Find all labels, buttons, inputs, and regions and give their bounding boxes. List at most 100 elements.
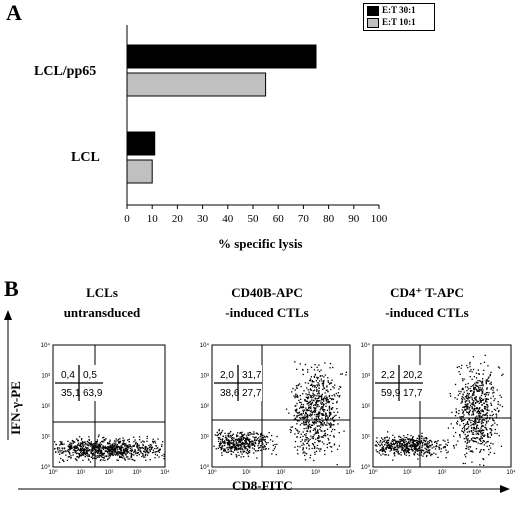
flow-event-dot — [323, 387, 326, 389]
flow-event-dot — [481, 404, 483, 406]
flow-event-dot — [460, 418, 462, 421]
flow-event-dot — [397, 453, 400, 455]
flow-event-dot — [77, 439, 79, 441]
flow-event-dot — [80, 442, 82, 445]
flow-event-dot — [59, 444, 61, 446]
flow-event-dot — [237, 435, 239, 437]
flow-event-dot — [313, 384, 315, 387]
flow-event-dot — [111, 452, 114, 455]
flow-event-dot — [138, 436, 141, 438]
flow-event-dot — [328, 412, 331, 414]
flow-event-dot — [326, 399, 328, 401]
flow-event-dot — [411, 445, 414, 447]
flow-event-dot — [335, 414, 337, 416]
flow-event-dot — [495, 414, 498, 416]
flow-event-dot — [121, 453, 123, 455]
flow-event-dot — [268, 448, 270, 450]
flow-event-dot — [251, 447, 254, 449]
flow-event-dot — [241, 453, 243, 455]
flow-y-tick-label: 10³ — [200, 374, 209, 380]
flow-event-dot — [473, 440, 475, 442]
flow-event-dot — [472, 402, 474, 404]
flow-event-dot — [467, 403, 469, 405]
flow-event-dot — [238, 447, 240, 450]
flow-event-dot — [407, 441, 410, 443]
flow-event-dot — [320, 407, 322, 409]
flow-event-dot — [123, 449, 125, 451]
flow-event-dot — [77, 440, 79, 442]
flow-event-dot — [67, 449, 69, 451]
flow-event-dot — [477, 418, 479, 420]
flow-event-dot — [404, 453, 406, 455]
flow-event-dot — [227, 434, 230, 436]
flow-event-dot — [298, 420, 300, 422]
flow-event-dot — [146, 454, 149, 456]
flow-event-dot — [433, 446, 435, 448]
flow-event-dot — [320, 403, 323, 405]
flow-event-dot — [495, 409, 497, 411]
flow-event-dot — [391, 440, 393, 442]
flow-event-dot — [238, 448, 240, 451]
flow-event-dot — [235, 439, 237, 441]
flow-event-dot — [230, 453, 232, 455]
flow-event-dot — [76, 456, 78, 458]
flow-event-dot — [331, 446, 333, 448]
flow-event-dot — [77, 447, 79, 449]
flow-event-dot — [316, 376, 318, 378]
flow-event-dot — [466, 400, 468, 402]
flow-event-dot — [298, 414, 301, 416]
flow-event-dot — [125, 448, 127, 450]
flow-event-dot — [258, 440, 260, 442]
flow-event-dot — [299, 363, 301, 365]
flow-event-dot — [315, 416, 317, 418]
flow-y-tick-label: 10⁰ — [41, 464, 51, 471]
flow-event-dot — [257, 433, 259, 436]
flow-event-dot — [104, 446, 106, 448]
flow-event-dot — [476, 427, 478, 429]
flow-event-dot — [230, 446, 232, 448]
flow-event-dot — [93, 454, 95, 456]
flow-event-dot — [146, 451, 149, 453]
flow-event-dot — [424, 447, 426, 449]
flow-event-dot — [415, 445, 417, 447]
flow-event-dot — [296, 429, 298, 431]
flow-event-dot — [478, 433, 480, 436]
flow-event-dot — [262, 439, 264, 441]
flow-event-dot — [483, 406, 486, 408]
flow-event-dot — [96, 456, 98, 459]
flow-event-dot — [237, 451, 239, 453]
flow-event-dot — [109, 439, 111, 441]
flow-event-dot — [418, 440, 420, 442]
flow-event-dot — [95, 449, 97, 451]
flow-event-dot — [223, 444, 226, 446]
flow-event-dot — [477, 421, 480, 423]
flow-event-dot — [319, 440, 321, 442]
flow-event-dot — [266, 435, 268, 438]
flow-event-dot — [399, 447, 401, 449]
flow-event-dot — [490, 381, 492, 383]
flow-event-dot — [163, 455, 165, 457]
flow-event-dot — [485, 420, 488, 422]
flow-event-dot — [158, 448, 161, 450]
flow-event-dot — [490, 442, 492, 444]
flow-event-dot — [61, 452, 63, 454]
flow-x-tick-label: 10² — [277, 470, 286, 476]
flow-event-dot — [71, 439, 73, 442]
flow-event-dot — [294, 433, 296, 435]
flow-event-dot — [304, 424, 306, 426]
flow-event-dot — [488, 376, 490, 378]
flow-event-dot — [321, 393, 323, 395]
flow-event-dot — [113, 440, 116, 442]
flow-event-dot — [59, 441, 61, 443]
flow-event-dot — [294, 389, 296, 391]
flow-event-dot — [117, 454, 119, 456]
flow-event-dot — [471, 397, 473, 399]
flow-event-dot — [111, 447, 113, 449]
flow-event-dot — [133, 451, 135, 454]
flow-event-dot — [296, 368, 298, 370]
flow-event-dot — [112, 446, 114, 449]
flow-event-dot — [384, 454, 386, 456]
flow-event-dot — [320, 424, 322, 426]
flow-event-dot — [97, 446, 99, 449]
flow-event-dot — [78, 454, 80, 456]
